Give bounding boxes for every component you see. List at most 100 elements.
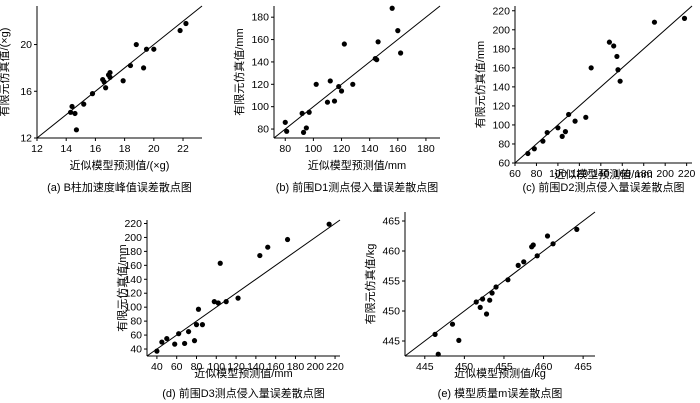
data-point bbox=[374, 57, 380, 63]
data-point bbox=[530, 242, 536, 248]
y-tick-label: 160 bbox=[124, 260, 142, 272]
y-tick-label: 20 bbox=[20, 39, 32, 51]
y-axis-label: 有限元仿真值/mm bbox=[232, 28, 246, 115]
data-point bbox=[331, 98, 338, 104]
data-point bbox=[398, 50, 404, 56]
data-point bbox=[306, 109, 312, 115]
data-point bbox=[313, 81, 319, 87]
y-tick-label: 445 bbox=[382, 336, 400, 348]
y-axis-label: 有限元仿真值/(×g) bbox=[0, 28, 11, 117]
data-point bbox=[505, 277, 511, 283]
data-point bbox=[395, 28, 401, 34]
chart-caption: (d) 前围D3测点侵入量误差散点图 bbox=[162, 386, 325, 400]
data-point bbox=[336, 83, 342, 90]
data-point bbox=[588, 65, 594, 71]
data-point bbox=[300, 129, 307, 136]
y-tick-label: 12 bbox=[20, 133, 32, 145]
y-tick-label: 80 bbox=[257, 124, 269, 136]
data-point bbox=[493, 284, 499, 290]
chart-panel-1: 80 100 120 140 160 180 80 100 120 140 160 180 近似模型预测… bbox=[232, 5, 441, 194]
data-point bbox=[282, 119, 288, 125]
reference-line bbox=[146, 219, 341, 357]
y-tick-label: 140 bbox=[492, 81, 510, 93]
x-tick-label: 120 bbox=[333, 143, 351, 155]
chart-panel-3: 40 60 80 100 120 140 160 180 200 2204060801001201… bbox=[115, 218, 344, 400]
data-point bbox=[176, 331, 182, 337]
x-tick-label: 18 bbox=[119, 143, 131, 155]
data-point bbox=[487, 297, 493, 303]
x-tick-label: 160 bbox=[389, 143, 407, 155]
y-tick-label: 180 bbox=[124, 246, 142, 258]
data-point bbox=[193, 322, 200, 328]
data-point bbox=[456, 337, 462, 343]
y-tick-label: 60 bbox=[498, 158, 510, 170]
data-point bbox=[107, 74, 113, 80]
y-tick-label: 200 bbox=[124, 232, 142, 244]
data-point bbox=[211, 299, 217, 305]
data-point bbox=[651, 19, 658, 25]
x-axis-label: 近似模型预测值/(×g) bbox=[70, 158, 170, 172]
data-point bbox=[182, 340, 188, 347]
reference-line bbox=[36, 5, 203, 139]
data-point bbox=[120, 78, 126, 84]
x-tick-label: 80 bbox=[191, 361, 203, 373]
reference-line bbox=[404, 211, 596, 357]
data-point bbox=[489, 290, 495, 296]
chart-panel-2: 60 80 100 120 140 160 180 200 220608010012014016… bbox=[473, 5, 696, 194]
data-point bbox=[525, 150, 531, 157]
reference-line bbox=[273, 5, 441, 139]
data-point bbox=[338, 88, 345, 94]
data-point bbox=[303, 125, 309, 131]
data-point bbox=[531, 146, 537, 152]
data-point bbox=[341, 41, 347, 47]
data-point bbox=[540, 138, 546, 144]
data-point bbox=[191, 338, 198, 344]
y-tick-label: 100 bbox=[124, 302, 142, 314]
x-tick-label: 180 bbox=[635, 168, 653, 180]
chart-caption: (e) 模型质量m误差散点图 bbox=[438, 386, 563, 400]
x-tick-label: 60 bbox=[509, 168, 521, 180]
data-point bbox=[611, 43, 617, 49]
data-point bbox=[177, 27, 183, 34]
y-tick-label: 140 bbox=[124, 274, 142, 286]
y-tick-label: 80 bbox=[130, 316, 142, 328]
y-tick-label: 100 bbox=[251, 101, 269, 113]
data-point bbox=[479, 296, 486, 302]
data-point bbox=[566, 111, 572, 118]
y-tick-label: 160 bbox=[492, 62, 510, 74]
x-tick-label: 465 bbox=[574, 361, 592, 373]
data-point bbox=[127, 62, 134, 69]
x-tick-label: 140 bbox=[592, 168, 610, 180]
data-point bbox=[350, 81, 356, 87]
y-tick-label: 160 bbox=[251, 34, 269, 46]
x-tick-label: 455 bbox=[495, 361, 513, 373]
data-point bbox=[389, 5, 395, 11]
x-tick-label: 22 bbox=[177, 143, 189, 155]
data-point bbox=[375, 39, 381, 45]
data-point bbox=[606, 39, 613, 45]
x-tick-label: 180 bbox=[417, 143, 435, 155]
data-point bbox=[69, 103, 75, 110]
y-tick-label: 180 bbox=[492, 43, 510, 55]
data-point bbox=[67, 109, 74, 115]
x-tick-label: 100 bbox=[305, 143, 323, 155]
chart-panel-0: 12 14 16 18 20 22 12 16 20 近似模型预测值/(×g) 有限元仿真值/(×g… bbox=[0, 5, 203, 194]
x-tick-label: 80 bbox=[531, 168, 543, 180]
chart-caption: (b) 前围D1测点侵入量误差散点图 bbox=[276, 180, 439, 194]
data-point bbox=[215, 300, 221, 306]
data-point bbox=[235, 295, 241, 301]
data-point bbox=[154, 348, 160, 354]
y-tick-label: 200 bbox=[492, 24, 510, 36]
data-point bbox=[615, 67, 621, 73]
x-tick-label: 140 bbox=[247, 361, 265, 373]
y-tick-label: 450 bbox=[382, 306, 400, 318]
data-point bbox=[199, 322, 206, 328]
data-point bbox=[223, 299, 229, 305]
x-tick-label: 220 bbox=[678, 168, 696, 180]
data-point bbox=[103, 85, 109, 91]
x-axis-label: 近似模型预测值/kg bbox=[454, 366, 546, 380]
y-axis-label: 有限元仿真值/mm bbox=[115, 244, 129, 331]
x-tick-label: 40 bbox=[151, 361, 163, 373]
data-point bbox=[574, 226, 580, 232]
x-tick-label: 16 bbox=[90, 143, 102, 155]
